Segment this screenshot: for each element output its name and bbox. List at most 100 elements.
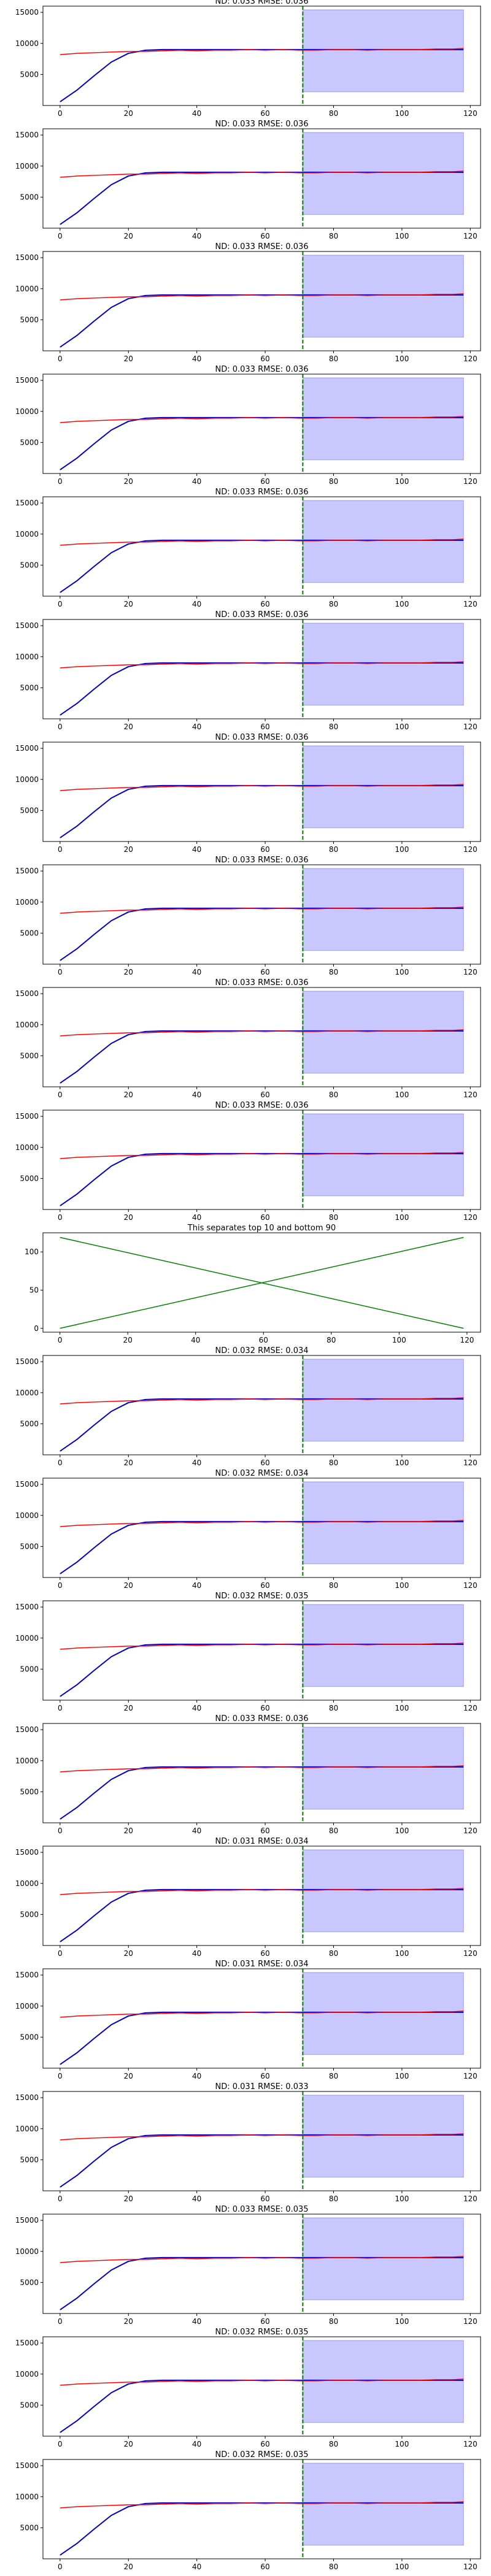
y-tick-label: 15000 xyxy=(15,1112,39,1121)
x-tick-label: 20 xyxy=(124,2440,133,2448)
x-tick-label: 80 xyxy=(329,2317,338,2326)
x-tick-label: 100 xyxy=(395,600,409,608)
chart-panel-14: ND: 0.032 RMSE: 0.035 0 20 40 60 80 100 120 5000… xyxy=(15,1592,481,1712)
fitted-series-line xyxy=(60,1888,464,1895)
x-tick-label: 80 xyxy=(329,232,338,240)
y-tick-label: 5000 xyxy=(20,2033,39,2041)
forecast-band xyxy=(302,2340,464,2423)
x-tick-label: 100 xyxy=(395,1091,409,1099)
fitted-series-line xyxy=(60,171,464,178)
x-tick-label: 60 xyxy=(260,600,269,608)
x-tick-label: 40 xyxy=(192,355,201,363)
x-tick-label: 100 xyxy=(395,355,409,363)
x-tick-label: 60 xyxy=(260,2563,269,2571)
x-tick-label: 120 xyxy=(463,600,477,608)
y-tick-label: 100 xyxy=(25,1248,39,1256)
forecast-band xyxy=(302,1727,464,1810)
panel-title: This separates top 10 and bottom 90 xyxy=(187,1224,336,1233)
y-tick-label: 15000 xyxy=(15,621,39,630)
y-tick-label: 15000 xyxy=(15,1848,39,1857)
x-tick-label: 120 xyxy=(463,723,477,731)
y-tick-label: 10000 xyxy=(15,1511,39,1520)
x-tick-label: 20 xyxy=(124,109,133,118)
y-tick-label: 5000 xyxy=(20,1910,39,1919)
panel-title: ND: 0.031 RMSE: 0.034 xyxy=(215,1837,308,1846)
fitted-series-line xyxy=(60,784,464,791)
x-tick-label: 0 xyxy=(58,2563,63,2571)
y-tick-label: 10000 xyxy=(15,530,39,539)
x-tick-label: 40 xyxy=(192,1091,201,1099)
x-tick-label: 40 xyxy=(192,1459,201,1467)
x-tick-label: 60 xyxy=(260,2440,269,2448)
forecast-band xyxy=(302,377,464,461)
x-tick-label: 60 xyxy=(260,845,269,854)
x-tick-label: 40 xyxy=(192,232,201,240)
y-tick-label: 50 xyxy=(29,1286,39,1294)
x-tick-label: 20 xyxy=(124,232,133,240)
panel-title: ND: 0.032 RMSE: 0.034 xyxy=(215,1346,308,1355)
y-tick-label: 10000 xyxy=(15,2247,39,2256)
x-tick-label: 80 xyxy=(329,109,338,118)
y-tick-label: 15000 xyxy=(15,1480,39,1489)
x-tick-label: 80 xyxy=(329,1949,338,1958)
y-tick-label: 5000 xyxy=(20,2401,39,2409)
x-tick-label: 100 xyxy=(395,1949,409,1958)
plot-frame xyxy=(42,2214,481,2314)
y-tick-label: 15000 xyxy=(15,253,39,262)
x-tick-label: 100 xyxy=(395,109,409,118)
x-tick-label: 0 xyxy=(58,845,63,854)
y-tick-label: 15000 xyxy=(15,867,39,875)
x-tick-label: 0 xyxy=(58,1827,63,1835)
x-tick-label: 0 xyxy=(58,232,63,240)
x-tick-label: 100 xyxy=(395,968,409,976)
x-tick-label: 0 xyxy=(58,1459,63,1467)
panel-title: ND: 0.033 RMSE: 0.036 xyxy=(215,856,308,865)
x-tick-label: 60 xyxy=(260,1827,269,1835)
x-tick-label: 100 xyxy=(395,2317,409,2326)
panel-title: ND: 0.033 RMSE: 0.036 xyxy=(215,365,308,374)
x-tick-label: 20 xyxy=(124,2195,133,2203)
x-tick-label: 0 xyxy=(58,1581,63,1590)
x-tick-label: 100 xyxy=(395,1704,409,1712)
x-tick-label: 0 xyxy=(58,1091,63,1099)
panel-title: ND: 0.032 RMSE: 0.034 xyxy=(215,1469,308,1478)
x-tick-label: 80 xyxy=(329,477,338,486)
x-tick-label: 40 xyxy=(192,2195,201,2203)
x-tick-label: 0 xyxy=(58,968,63,976)
chart-panel-11: This separates top 10 and bottom 90 0 20 40… xyxy=(25,1224,481,1344)
y-tick-label: 10000 xyxy=(15,2493,39,2501)
panel-title: ND: 0.033 RMSE: 0.036 xyxy=(215,610,308,619)
y-tick-label: 5000 xyxy=(20,1051,39,1060)
x-tick-label: 60 xyxy=(260,968,269,976)
forecast-band xyxy=(302,2217,464,2301)
plot-frame xyxy=(42,6,481,106)
fitted-series-line xyxy=(60,2011,464,2018)
chart-panel-12: ND: 0.032 RMSE: 0.034 0 20 40 60 80 100 120 5000… xyxy=(15,1346,481,1467)
y-tick-label: 5000 xyxy=(20,929,39,937)
x-tick-label: 40 xyxy=(191,1336,200,1344)
panel-title: ND: 0.031 RMSE: 0.034 xyxy=(215,1960,308,1969)
chart-panel-8: ND: 0.033 RMSE: 0.036 0 20 40 60 80 100 120 5000… xyxy=(15,856,481,976)
y-tick-label: 5000 xyxy=(20,70,39,79)
plot-frame xyxy=(42,619,481,719)
forecast-band xyxy=(302,991,464,1074)
x-tick-label: 0 xyxy=(58,2440,63,2448)
x-tick-label: 60 xyxy=(260,2195,269,2203)
plot-frame xyxy=(42,1478,481,1578)
panel-title: ND: 0.033 RMSE: 0.036 xyxy=(215,0,308,6)
x-tick-label: 0 xyxy=(58,1704,63,1712)
forecast-band xyxy=(302,1849,464,1933)
chart-panel-13: ND: 0.032 RMSE: 0.034 0 20 40 60 80 100 120 5000… xyxy=(15,1469,481,1590)
chart-panel-21: ND: 0.032 RMSE: 0.035 0 20 40 60 80 100 120 5000… xyxy=(15,2450,481,2571)
x-tick-label: 20 xyxy=(124,845,133,854)
y-tick-label: 15000 xyxy=(15,2339,39,2347)
x-tick-label: 20 xyxy=(124,600,133,608)
x-tick-label: 20 xyxy=(124,1459,133,1467)
forecast-band xyxy=(302,745,464,829)
x-tick-label: 120 xyxy=(463,2072,477,2080)
chart-panel-6: ND: 0.033 RMSE: 0.036 0 20 40 60 80 100 120 5000… xyxy=(15,610,481,731)
x-tick-label: 40 xyxy=(192,1581,201,1590)
x-tick-label: 120 xyxy=(463,232,477,240)
fitted-series-line xyxy=(60,416,464,423)
